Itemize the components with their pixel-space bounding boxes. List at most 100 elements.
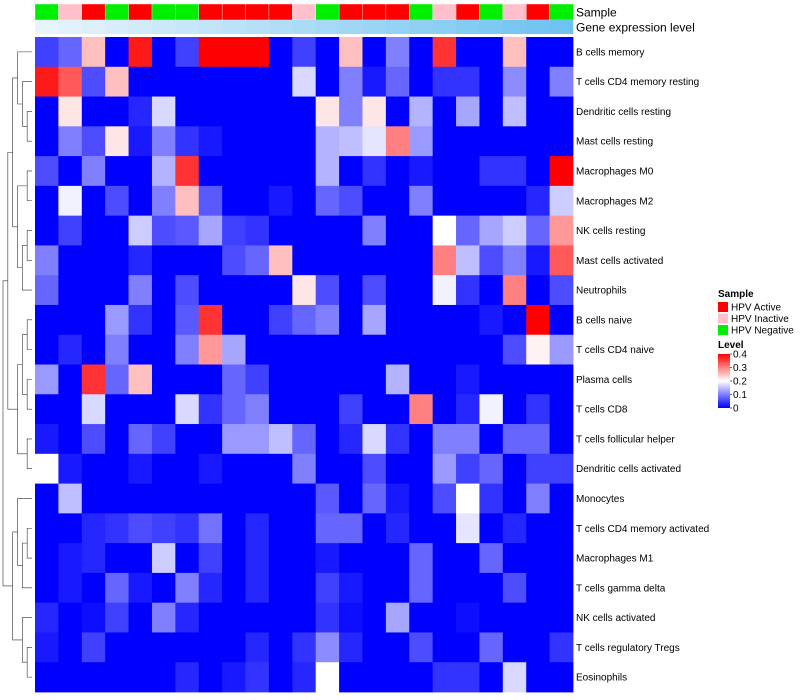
annotation-label-expression: Gene expression level [576, 21, 695, 35]
heatmap-cell [362, 304, 387, 336]
heatmap-cell [268, 632, 293, 663]
heatmap-cell [58, 543, 83, 574]
heatmap-cell [151, 334, 176, 365]
heatmap-cell [222, 275, 246, 306]
sample-annotation-cell [245, 3, 270, 21]
heatmap-cell [222, 66, 246, 97]
heatmap-cell [479, 185, 504, 217]
heatmap-cell [526, 37, 551, 68]
heatmap-cell [409, 96, 434, 127]
heatmap-cell [105, 96, 129, 127]
heatmap-cell [362, 37, 387, 68]
expression-annotation-cell [81, 20, 106, 34]
expression-annotation-cell [151, 20, 176, 34]
heatmap-cell [456, 453, 480, 484]
heatmap-cell [549, 37, 574, 68]
heatmap-cell [81, 126, 106, 157]
heatmap-cell [198, 156, 223, 187]
heatmap-cell [385, 602, 410, 633]
row-label: B cells memory [576, 47, 644, 58]
expression-annotation-cell [432, 20, 457, 34]
heatmap-cell [151, 275, 176, 306]
heatmap-cell [58, 96, 83, 127]
heatmap-cell [526, 543, 551, 574]
legend-level-colorbar [718, 354, 730, 408]
heatmap-cell [58, 37, 83, 68]
heatmap-cell [268, 66, 293, 97]
heatmap-cell [175, 364, 200, 395]
legend-sample-title: Sample [718, 289, 754, 300]
heatmap-cell [432, 483, 457, 514]
heatmap-cell [128, 66, 153, 97]
heatmap-cell [292, 126, 317, 157]
heatmap-cell [245, 572, 270, 604]
heatmap-cell [526, 394, 551, 425]
heatmap-cell [268, 185, 293, 217]
heatmap-cell [409, 453, 434, 484]
expression-annotation-cell [175, 20, 200, 34]
heatmap-cell [128, 453, 153, 484]
heatmap-cell [502, 245, 527, 276]
heatmap-cell [315, 453, 340, 484]
row-label: Dendritic cells resting [576, 107, 671, 118]
heatmap-cell [526, 96, 551, 127]
sample-annotation-cell [128, 3, 153, 21]
row-label: Mast cells activated [576, 256, 663, 267]
heatmap-cell [339, 364, 363, 395]
heatmap-cell [479, 334, 504, 365]
heatmap-cell [128, 602, 153, 633]
heatmap-cell [175, 304, 200, 336]
heatmap-cell [268, 483, 293, 514]
dendrogram-branch [26, 230, 32, 261]
heatmap-cell [456, 483, 480, 514]
heatmap-cell [81, 245, 106, 276]
heatmap-cell [526, 245, 551, 276]
heatmap-cell [385, 304, 410, 336]
heatmap-cell [268, 572, 293, 604]
expression-annotation-cell [409, 20, 433, 34]
heatmap-cell [362, 662, 387, 693]
heatmap-cell [151, 572, 176, 604]
heatmap-cell [409, 483, 434, 514]
heatmap-cell [35, 394, 59, 425]
sample-annotation-cell [268, 3, 293, 21]
heatmap-cell [409, 602, 434, 633]
heatmap-cell [502, 602, 527, 633]
heatmap-cell [58, 424, 83, 455]
heatmap-cell [362, 453, 387, 484]
heatmap-cell [81, 156, 106, 187]
heatmap-cell [409, 424, 434, 455]
heatmap-cell [315, 602, 340, 633]
heatmap-cell [245, 66, 270, 97]
expression-annotation-cell [198, 20, 223, 34]
heatmap-cell [339, 602, 363, 633]
heatmap-cell [268, 424, 293, 455]
expression-annotation-cell [35, 20, 59, 34]
heatmap-cell [385, 424, 410, 455]
heatmap-cell [315, 126, 340, 157]
heatmap-cell [432, 215, 457, 246]
heatmap-cell [35, 632, 59, 663]
heatmap-cell [479, 304, 504, 336]
heatmap-cell [292, 483, 317, 514]
heatmap-cell [151, 662, 176, 693]
row-label: Macrophages M2 [576, 196, 654, 207]
legend-sample-label: HPV Inactive [731, 314, 789, 325]
heatmap-cell [549, 156, 574, 187]
heatmap-cell [362, 215, 387, 246]
heatmap-cell [339, 394, 363, 425]
heatmap-cell [175, 632, 200, 663]
heatmap-cell [385, 245, 410, 276]
heatmap-cell [81, 364, 106, 395]
heatmap-cell [128, 513, 153, 544]
heatmap-cell [432, 424, 457, 455]
heatmap-cell [222, 126, 246, 157]
heatmap-cell [456, 185, 480, 217]
heatmap-cell [105, 245, 129, 276]
heatmap-cell [479, 602, 504, 633]
heatmap-cell [526, 572, 551, 604]
heatmap-cell [81, 37, 106, 68]
heatmap-cell [175, 96, 200, 127]
sample-annotation-cell [221, 3, 247, 21]
heatmap-cell [549, 483, 574, 514]
